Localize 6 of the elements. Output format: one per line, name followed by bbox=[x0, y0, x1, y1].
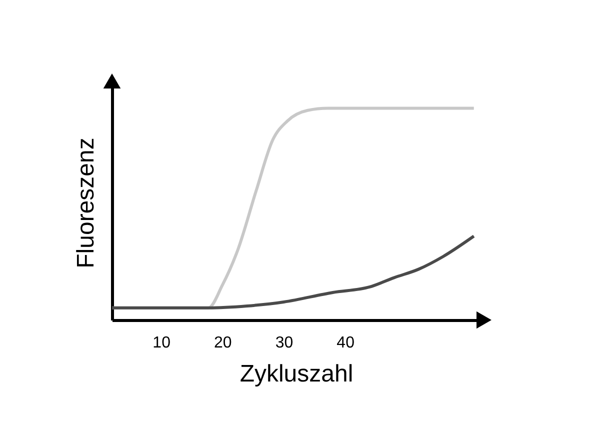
x-tick-label: 30 bbox=[275, 334, 294, 352]
x-axis-title: Zykluszahl bbox=[240, 360, 354, 388]
x-tick-label: 10 bbox=[152, 334, 171, 352]
x-tick-label: 20 bbox=[214, 334, 232, 352]
x-tick-label: 40 bbox=[336, 334, 355, 352]
y-axis-title: Fluoreszenz bbox=[72, 138, 100, 268]
